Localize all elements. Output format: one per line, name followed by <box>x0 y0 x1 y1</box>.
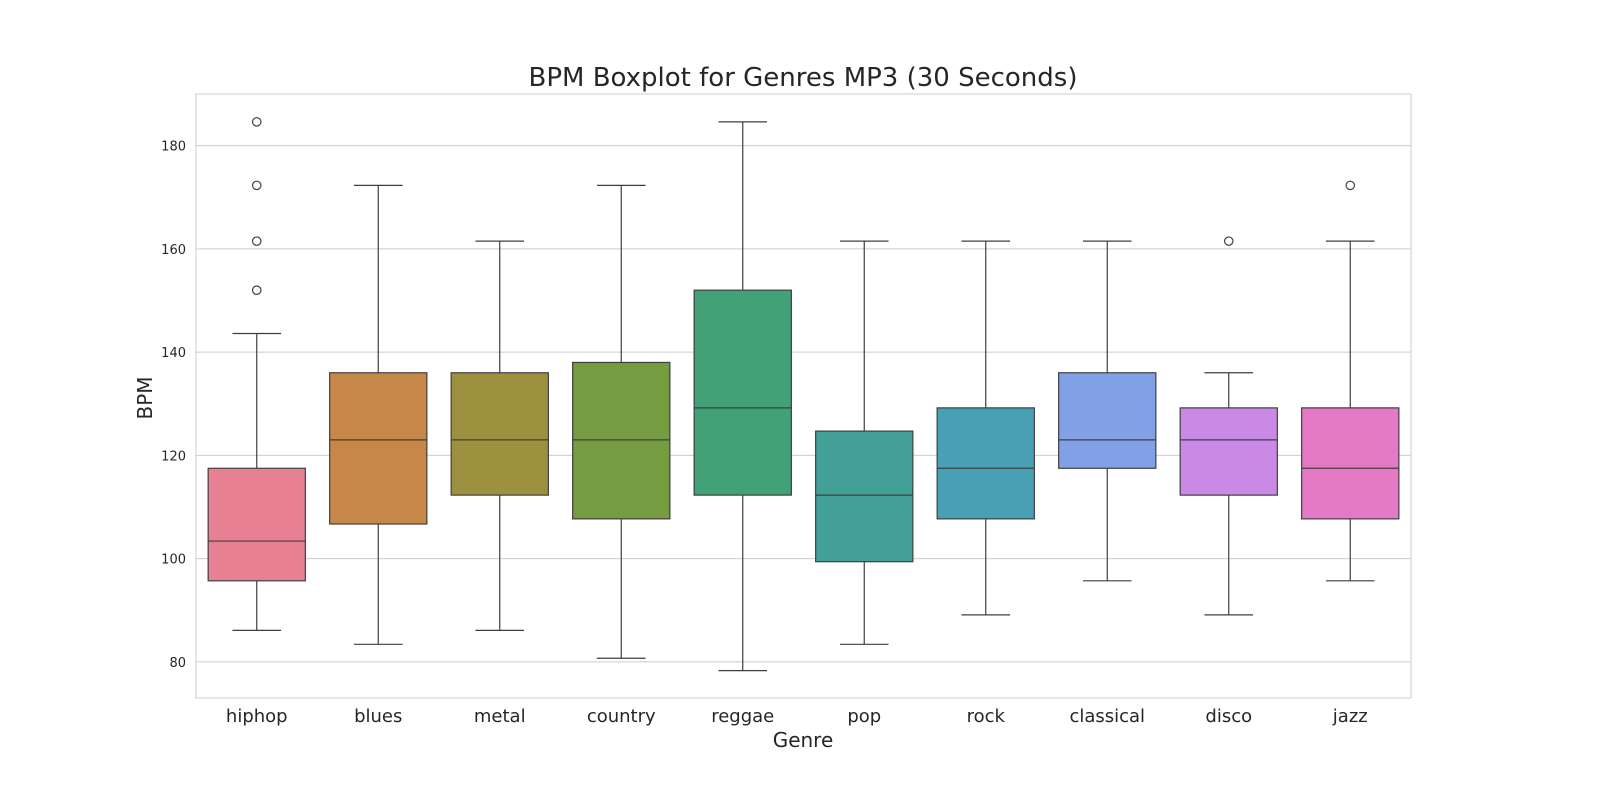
box-country <box>572 184 671 659</box>
x-tick-label: jazz <box>1332 706 1368 727</box>
box-reggae <box>693 121 792 672</box>
x-tick-label: pop <box>847 706 881 727</box>
boxes-group <box>207 117 1400 672</box>
iqr-box <box>450 372 549 496</box>
x-tick-label: reggae <box>711 706 774 727</box>
outlier-point <box>1223 236 1234 246</box>
chart-title: BPM Boxplot for Genres MP3 (30 Seconds) <box>529 63 1078 93</box>
iqr-box <box>329 372 428 525</box>
iqr-box <box>693 289 792 496</box>
box-metal <box>450 240 549 631</box>
box-disco <box>1179 236 1278 616</box>
x-tick-label: country <box>587 706 656 727</box>
x-tick-label: blues <box>354 706 402 727</box>
y-tick-label: 80 <box>169 656 186 671</box>
x-axis-label: Genre <box>773 728 834 752</box>
y-tick-label: 100 <box>161 553 186 568</box>
box-hiphop <box>207 117 306 631</box>
y-axis-label: BPM <box>133 376 157 419</box>
plot-frame <box>195 93 1412 699</box>
outlier-point <box>1345 180 1356 191</box>
iqr-box <box>1058 372 1157 469</box>
y-tick-label: 180 <box>161 140 186 155</box>
box-blues <box>329 184 428 645</box>
iqr-box <box>207 467 306 582</box>
x-axis-ticks: hiphop blues metal country reggae pop rock clas… <box>226 706 1368 727</box>
outlier-point <box>251 236 262 246</box>
iqr-box <box>936 407 1035 520</box>
box-jazz <box>1301 180 1400 582</box>
x-tick-label: metal <box>474 706 526 727</box>
iqr-box <box>1301 407 1400 520</box>
box-rock <box>936 240 1035 616</box>
x-tick-label: classical <box>1069 706 1145 727</box>
iqr-box <box>1179 407 1278 496</box>
x-tick-label: hiphop <box>226 706 288 727</box>
box-pop <box>815 240 914 645</box>
outlier-point <box>251 285 262 295</box>
outlier-point <box>251 180 262 191</box>
y-axis-ticks: 80 100 120 140 160 180 <box>161 140 186 671</box>
box-classical <box>1058 240 1157 582</box>
x-tick-label: rock <box>967 706 1006 727</box>
iqr-box <box>572 361 671 520</box>
y-tick-label: 160 <box>161 243 186 258</box>
iqr-box <box>815 430 914 563</box>
y-tick-label: 140 <box>161 346 186 361</box>
x-tick-label: disco <box>1205 706 1252 727</box>
outlier-point <box>251 117 262 127</box>
y-tick-label: 120 <box>161 449 186 464</box>
